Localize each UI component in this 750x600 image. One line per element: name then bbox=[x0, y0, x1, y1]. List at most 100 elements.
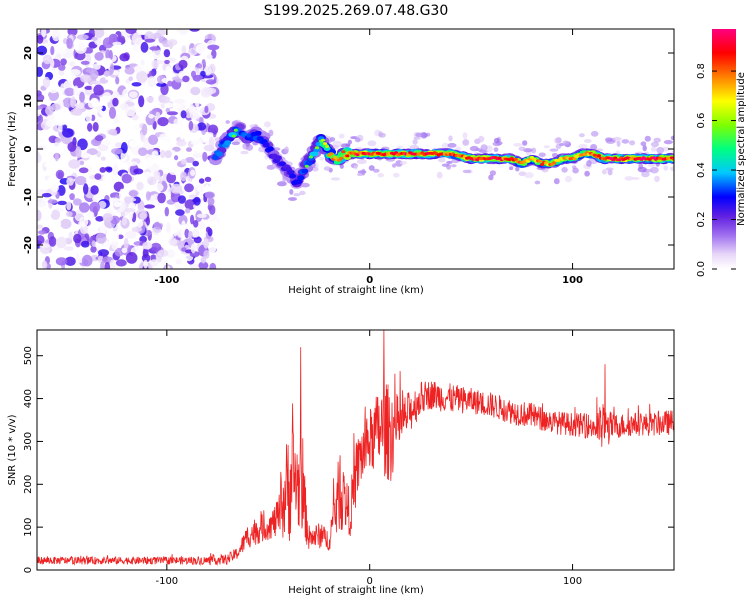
snr-ytick-label: 500 bbox=[23, 346, 34, 365]
spectrogram-ylabel: Frequency (Hz) bbox=[7, 111, 18, 187]
noise-blob bbox=[80, 224, 89, 235]
ridge-halo-blob bbox=[656, 146, 665, 154]
ridge-halo-blob bbox=[583, 139, 592, 143]
noise-blob bbox=[104, 261, 111, 269]
ridge-mark bbox=[325, 145, 330, 148]
noise-blob bbox=[166, 249, 175, 259]
noise-blob bbox=[142, 241, 153, 250]
noise-blob bbox=[184, 183, 194, 193]
noise-blob bbox=[60, 58, 67, 66]
ridge-halo-blob bbox=[347, 139, 352, 145]
ridge-halo-blob bbox=[446, 163, 452, 170]
noise-blob bbox=[55, 236, 67, 249]
noise-blob bbox=[108, 128, 118, 136]
snr-ytick-label: 0 bbox=[23, 567, 34, 573]
spectrogram-ytick-label: 0 bbox=[23, 145, 34, 152]
ridge-halo-blob bbox=[338, 133, 345, 139]
ridge-halo-blob bbox=[340, 143, 351, 148]
ridge-halo-blob bbox=[614, 137, 622, 141]
ridge-mark bbox=[314, 146, 320, 150]
colorbar-tick-label: 0.4 bbox=[696, 162, 707, 178]
noise-blob bbox=[73, 85, 79, 98]
noise-blob bbox=[158, 176, 163, 185]
noise-blob bbox=[115, 259, 127, 267]
noise-blob bbox=[172, 225, 179, 237]
ridge-halo-blob bbox=[601, 169, 607, 175]
noise-blob bbox=[73, 198, 82, 206]
noise-blob bbox=[121, 247, 128, 254]
noise-blob bbox=[47, 199, 58, 204]
noise-blob bbox=[55, 257, 68, 266]
noise-blob bbox=[51, 263, 59, 269]
noise-blob bbox=[66, 201, 72, 211]
ridge-halo-blob bbox=[621, 139, 630, 144]
noise-blob bbox=[70, 108, 83, 116]
noise-blob bbox=[134, 65, 142, 73]
noise-blob bbox=[37, 93, 45, 102]
ridge-halo-blob bbox=[561, 166, 568, 173]
ridge-halo-blob bbox=[478, 135, 485, 143]
ridge-halo-blob bbox=[538, 152, 546, 158]
snr-ytick-label: 200 bbox=[23, 475, 34, 494]
ridge-halo-blob bbox=[663, 140, 674, 145]
ridge-halo-blob bbox=[522, 140, 528, 146]
ridge-halo-blob bbox=[515, 166, 520, 172]
noise-blob bbox=[195, 43, 207, 55]
noise-blob bbox=[87, 228, 100, 235]
noise-blob bbox=[124, 196, 131, 204]
noise-blob bbox=[83, 183, 89, 195]
spectrogram-xlabel: Height of straight line (km) bbox=[288, 285, 424, 296]
colorbar-gradient bbox=[712, 29, 736, 269]
noise-blob bbox=[41, 215, 51, 221]
ridge-halo-blob bbox=[554, 137, 562, 145]
noise-blob bbox=[138, 95, 145, 108]
noise-blob bbox=[204, 105, 209, 114]
noise-blob bbox=[190, 139, 202, 146]
noise-blob bbox=[99, 167, 107, 173]
noise-blob bbox=[148, 134, 159, 145]
noise-blob bbox=[103, 70, 111, 77]
ridge-mark bbox=[525, 159, 531, 163]
spectrogram-frame bbox=[36, 28, 675, 270]
ridge-halo-blob bbox=[654, 175, 660, 183]
noise-blob bbox=[144, 204, 156, 209]
noise-blob bbox=[109, 259, 116, 269]
ridge-halo-blob bbox=[616, 140, 621, 147]
ridge-halo-blob bbox=[462, 132, 468, 140]
ridge-halo-blob bbox=[377, 173, 385, 178]
ridge-halo-blob bbox=[447, 143, 457, 148]
noise-blob bbox=[146, 96, 155, 103]
ridge-halo-blob bbox=[543, 145, 550, 149]
noise-blob bbox=[37, 261, 41, 268]
noise-blob bbox=[41, 260, 48, 269]
noise-blob bbox=[43, 162, 56, 168]
noise-blob bbox=[37, 224, 43, 230]
noise-blob bbox=[88, 29, 96, 39]
noise-blob bbox=[195, 63, 203, 69]
ridge-halo-blob bbox=[462, 139, 468, 146]
noise-blob bbox=[100, 156, 106, 161]
spectrogram-xtick-label: 0 bbox=[366, 275, 373, 286]
ridge-mark bbox=[231, 134, 236, 138]
noise-blob bbox=[203, 144, 215, 152]
noise-blob bbox=[81, 254, 93, 267]
noise-blob bbox=[69, 61, 76, 67]
noise-blob bbox=[95, 135, 104, 142]
noise-blob bbox=[166, 222, 171, 233]
noise-blob bbox=[37, 66, 43, 77]
noise-blob bbox=[193, 196, 201, 206]
noise-blob bbox=[125, 29, 137, 35]
ridge-halo-blob bbox=[436, 171, 443, 179]
noise-blob bbox=[129, 139, 138, 148]
noise-blob bbox=[192, 96, 199, 103]
ridge-halo-blob bbox=[399, 161, 408, 165]
noise-blob bbox=[197, 221, 206, 230]
noise-blob bbox=[190, 169, 196, 177]
snr-xtick-label: 100 bbox=[563, 576, 582, 587]
ridge-halo-blob bbox=[564, 175, 573, 183]
ridge-mark bbox=[295, 179, 303, 185]
noise-blob bbox=[79, 202, 90, 213]
noise-blob bbox=[111, 148, 123, 155]
noise-blob bbox=[108, 107, 117, 119]
noise-blob bbox=[86, 211, 95, 219]
